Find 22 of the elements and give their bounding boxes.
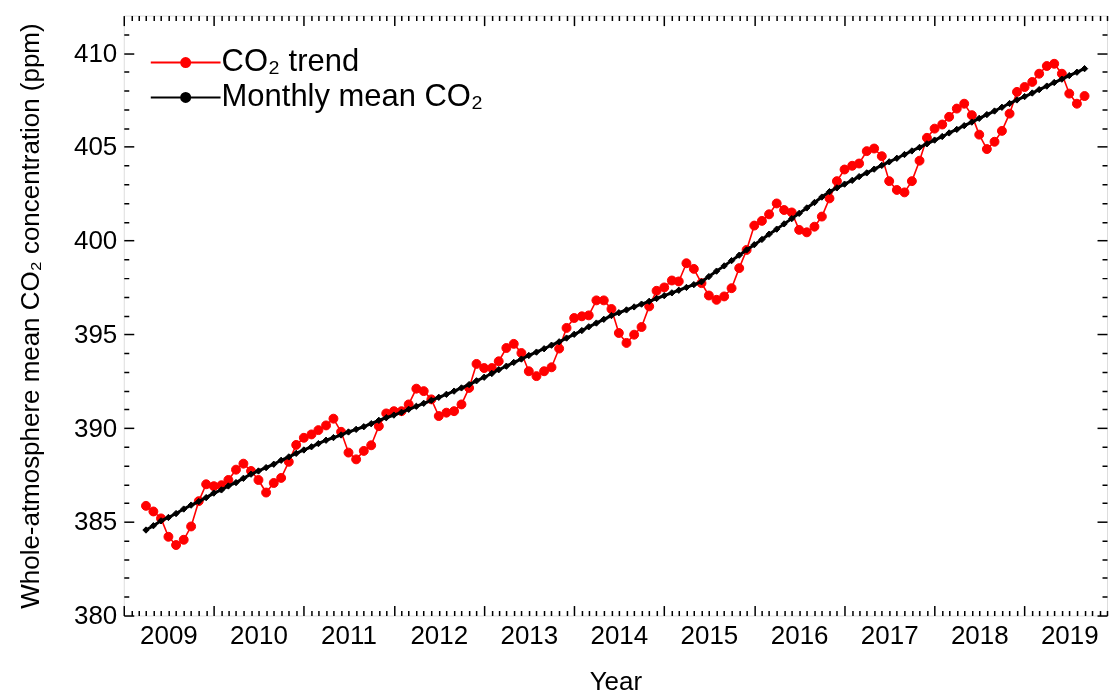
x-tick-label: 2014: [590, 620, 649, 649]
x-tick-label: 2012: [410, 620, 469, 649]
legend-label: Monthly mean CO₂: [221, 78, 483, 114]
x-tick-label: 2009: [140, 620, 198, 649]
y-tick-label: 405: [74, 132, 118, 161]
y-tick-label: 410: [74, 38, 118, 67]
x-tick-label: 2015: [680, 620, 739, 649]
y-tick-label: 380: [74, 601, 118, 629]
y-tick-label: 385: [74, 507, 118, 536]
x-tick-label: 2013: [500, 620, 559, 649]
x-tick-label: 2017: [860, 620, 919, 649]
x-tick-label: 2011: [321, 620, 377, 649]
y-tick-label: 390: [74, 413, 118, 442]
y-tick-label: 395: [74, 319, 118, 348]
x-tick-label: 2019: [1040, 620, 1099, 649]
legend-label: CO₂ trend: [221, 43, 360, 79]
x-tick-label: 2016: [770, 620, 829, 649]
x-axis-title: Year: [589, 666, 643, 695]
x-tick-label: 2018: [950, 620, 1009, 649]
x-tick-label: 2010: [230, 620, 288, 649]
y-axis-title: Whole-atmosphere mean CO₂ concentration (ppm): [16, 23, 45, 609]
y-tick-label: 400: [74, 226, 118, 255]
